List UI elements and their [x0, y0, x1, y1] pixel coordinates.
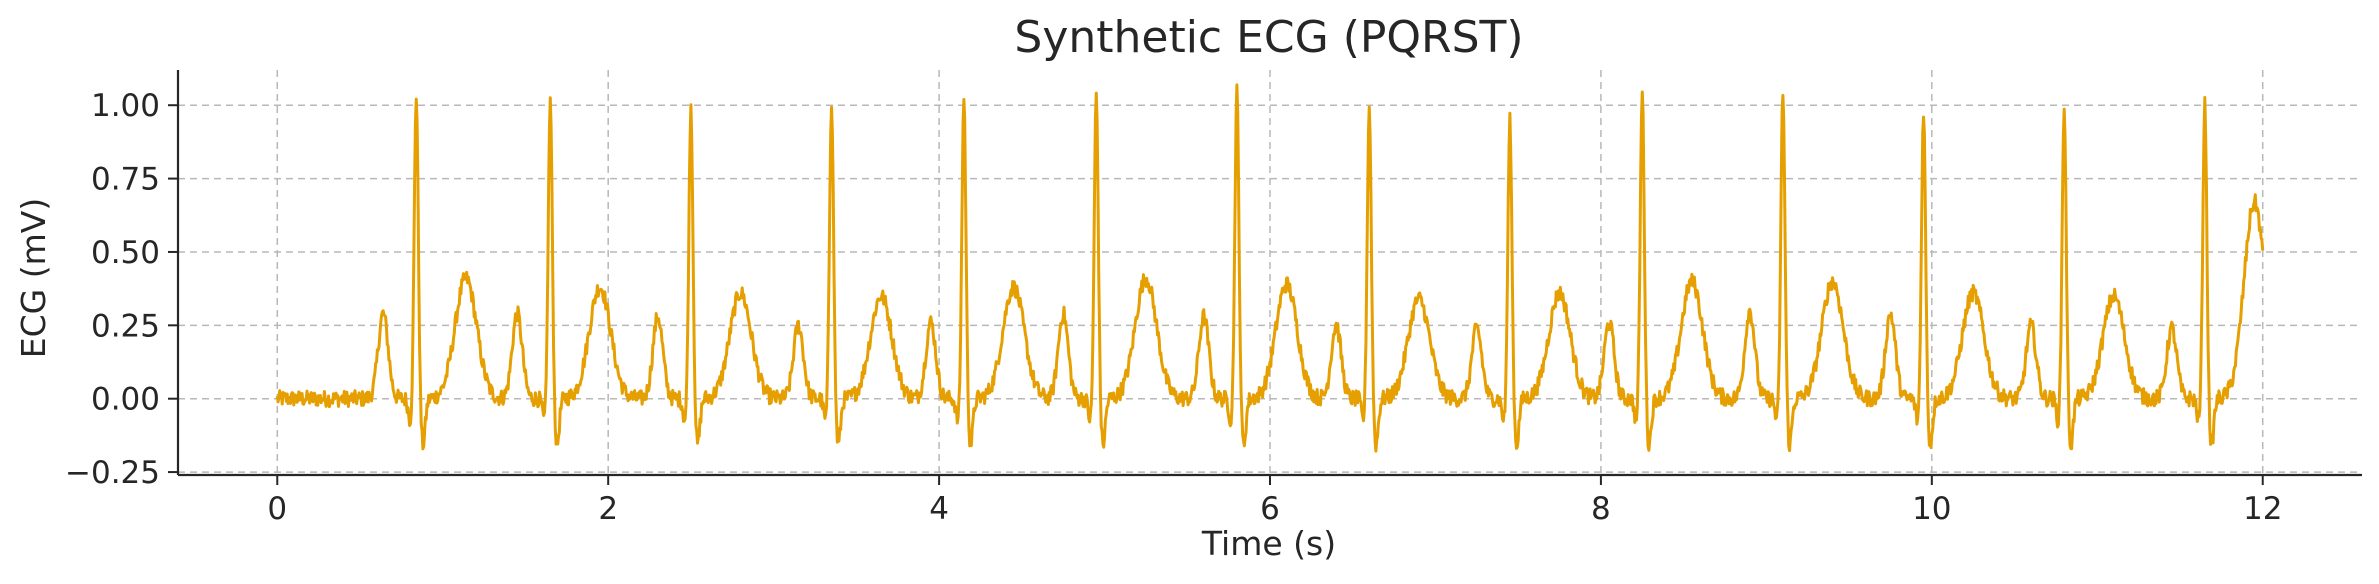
y-tick-label: 0.00 — [91, 382, 160, 418]
x-tick-label: 0 — [267, 491, 287, 527]
x-tick-label: 2 — [598, 491, 618, 527]
axes-layer: 0 2 4 6 8 10 12 −0.25 0.00 0.25 0.50 0.75 1.00 — [65, 70, 2362, 527]
x-tick-label: 4 — [929, 491, 949, 527]
ecg-series-line — [275, 83, 2265, 453]
x-tick-label: 8 — [1591, 491, 1611, 527]
x-tick-label: 12 — [2243, 491, 2282, 527]
y-tick-label: −0.25 — [65, 455, 160, 491]
y-tick-label: 1.00 — [91, 88, 160, 124]
y-tick-label: 0.75 — [91, 162, 160, 198]
x-axis-label: Time (s) — [1201, 524, 1336, 563]
grid-layer — [178, 70, 2362, 475]
y-axis-label: ECG (mV) — [14, 198, 53, 358]
line-layer — [275, 83, 2265, 453]
x-tick-label: 6 — [1260, 491, 1280, 527]
x-tick-label: 10 — [1912, 491, 1951, 527]
chart-title: Synthetic ECG (PQRST) — [1014, 12, 1523, 63]
y-tick-label: 0.50 — [91, 235, 160, 271]
y-tick-label: 0.25 — [91, 308, 160, 344]
